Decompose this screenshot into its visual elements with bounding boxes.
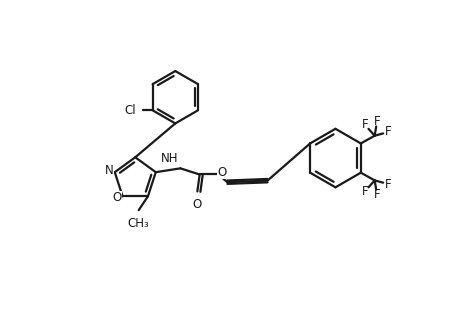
Text: F: F <box>384 178 391 191</box>
Text: CH₃: CH₃ <box>128 217 149 230</box>
Text: F: F <box>362 118 369 132</box>
Text: NH: NH <box>161 152 178 165</box>
Text: Cl: Cl <box>125 104 137 117</box>
Text: O: O <box>193 198 202 211</box>
Text: F: F <box>362 185 369 198</box>
Text: O: O <box>112 191 122 204</box>
Text: F: F <box>374 115 380 128</box>
Text: O: O <box>218 166 227 179</box>
Text: F: F <box>384 125 391 139</box>
Text: F: F <box>374 188 380 201</box>
Text: N: N <box>105 164 114 177</box>
